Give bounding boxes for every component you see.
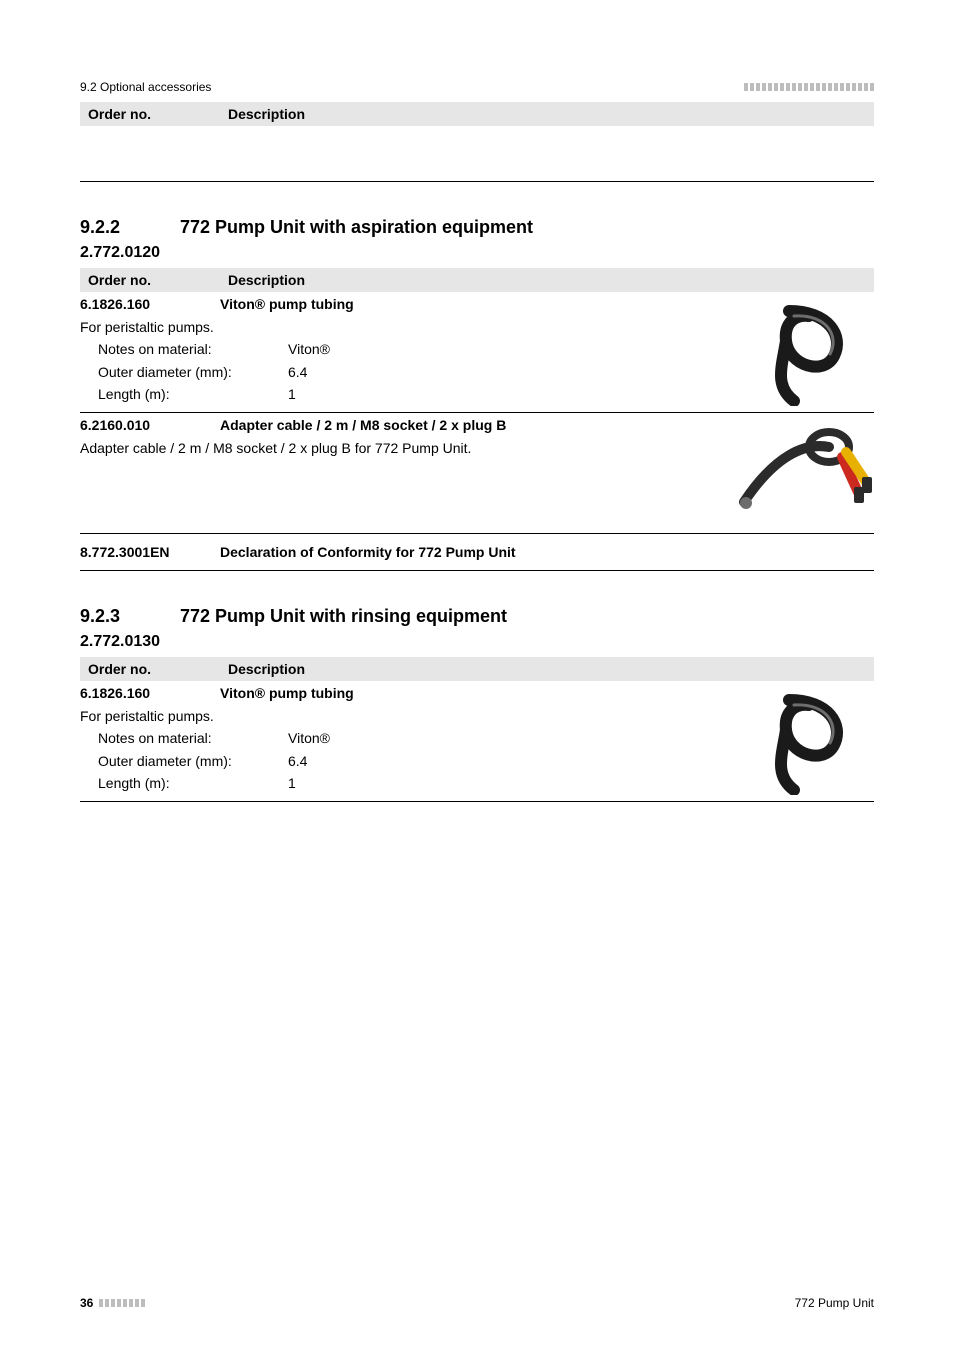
kv-value: 1 xyxy=(288,772,296,794)
table-header-description: Description xyxy=(228,272,866,288)
kv-label: Notes on material: xyxy=(98,727,288,749)
item-declaration: 8.772.3001EN Declaration of Conformity f… xyxy=(80,544,874,560)
kv-diameter: Outer diameter (mm): 6.4 xyxy=(98,750,716,772)
item-text: 6.2160.010 Adapter cable / 2 m / M8 sock… xyxy=(80,417,716,459)
kv-length: Length (m): 1 xyxy=(98,772,716,794)
item-order-no: 8.772.3001EN xyxy=(80,544,220,560)
item-desc-line: For peristaltic pumps. xyxy=(80,705,716,727)
item-order-no: 6.1826.160 xyxy=(80,296,220,312)
section-922-code: 2.772.0120 xyxy=(80,244,874,262)
item-order-no: 6.1826.160 xyxy=(80,685,220,701)
footer-dotted-bar xyxy=(99,1299,145,1307)
table-header-order-no: Order no. xyxy=(88,661,228,677)
section-923-number: 9.2.3 xyxy=(80,606,180,627)
kv-notes: Notes on material: Viton® xyxy=(98,727,716,749)
item-name: Declaration of Conformity for 772 Pump U… xyxy=(220,544,516,560)
kv-value: 1 xyxy=(288,383,296,405)
tubing-icon xyxy=(734,685,874,795)
footer-left: 36 xyxy=(80,1296,145,1310)
table-header-row: Order no. Description xyxy=(80,268,874,292)
table-header-row: Order no. Description xyxy=(80,657,874,681)
item-body: For peristaltic pumps. Notes on material… xyxy=(80,705,716,795)
cable-icon xyxy=(734,417,874,527)
kv-label: Outer diameter (mm): xyxy=(98,361,288,383)
table-header-order-no: Order no. xyxy=(88,106,228,122)
kv-value: 6.4 xyxy=(288,361,307,383)
kv-length: Length (m): 1 xyxy=(98,383,716,405)
footer-product: 772 Pump Unit xyxy=(795,1296,874,1310)
section-922-number: 9.2.2 xyxy=(80,217,180,238)
item-pump-tubing: 6.1826.160 Viton® pump tubing For perist… xyxy=(80,296,874,406)
table-header-description: Description xyxy=(228,661,866,677)
item-pump-tubing: 6.1826.160 Viton® pump tubing For perist… xyxy=(80,685,874,795)
item-heading: 6.1826.160 Viton® pump tubing xyxy=(80,685,716,701)
tubing-icon xyxy=(734,296,874,406)
kv-notes: Notes on material: Viton® xyxy=(98,338,716,360)
kv-diameter: Outer diameter (mm): 6.4 xyxy=(98,361,716,383)
kv-label: Length (m): xyxy=(98,383,288,405)
item-text: 6.1826.160 Viton® pump tubing For perist… xyxy=(80,296,716,406)
section-reference: 9.2 Optional accessories xyxy=(80,80,211,94)
page-number: 36 xyxy=(80,1296,93,1310)
page-header: 9.2 Optional accessories xyxy=(80,80,874,94)
kv-value: Viton® xyxy=(288,338,330,360)
section-922-title: 9.2.2 772 Pump Unit with aspiration equi… xyxy=(80,217,874,238)
divider xyxy=(80,570,874,571)
item-desc-line: For peristaltic pumps. xyxy=(80,316,716,338)
item-text: 6.1826.160 Viton® pump tubing For perist… xyxy=(80,685,716,795)
item-heading: 6.2160.010 Adapter cable / 2 m / M8 sock… xyxy=(80,417,716,433)
item-name: Viton® pump tubing xyxy=(220,296,354,312)
divider xyxy=(80,412,874,413)
kv-label: Outer diameter (mm): xyxy=(98,750,288,772)
page-footer: 36 772 Pump Unit xyxy=(80,1296,874,1310)
item-name: Viton® pump tubing xyxy=(220,685,354,701)
divider xyxy=(80,801,874,802)
section-923-title: 9.2.3 772 Pump Unit with rinsing equipme… xyxy=(80,606,874,627)
item-body: For peristaltic pumps. Notes on material… xyxy=(80,316,716,406)
table-header-description: Description xyxy=(228,106,866,122)
kv-value: Viton® xyxy=(288,727,330,749)
section-923-name: 772 Pump Unit with rinsing equipment xyxy=(180,606,507,627)
item-desc: Adapter cable / 2 m / M8 socket / 2 x pl… xyxy=(80,437,716,459)
table-header-order-no: Order no. xyxy=(88,272,228,288)
page: 9.2 Optional accessories Order no. Descr… xyxy=(0,0,954,1350)
kv-label: Notes on material: xyxy=(98,338,288,360)
item-heading: 6.1826.160 Viton® pump tubing xyxy=(80,296,716,312)
table-header-row: Order no. Description xyxy=(80,102,874,126)
item-adapter-cable: 6.2160.010 Adapter cable / 2 m / M8 sock… xyxy=(80,417,874,527)
item-order-no: 6.2160.010 xyxy=(80,417,220,433)
kv-value: 6.4 xyxy=(288,750,307,772)
item-name: Adapter cable / 2 m / M8 socket / 2 x pl… xyxy=(220,417,506,433)
section-923-code: 2.772.0130 xyxy=(80,633,874,651)
divider xyxy=(80,181,874,182)
kv-label: Length (m): xyxy=(98,772,288,794)
header-dotted-bar xyxy=(744,83,874,91)
section-922-name: 772 Pump Unit with aspiration equipment xyxy=(180,217,533,238)
divider xyxy=(80,533,874,534)
